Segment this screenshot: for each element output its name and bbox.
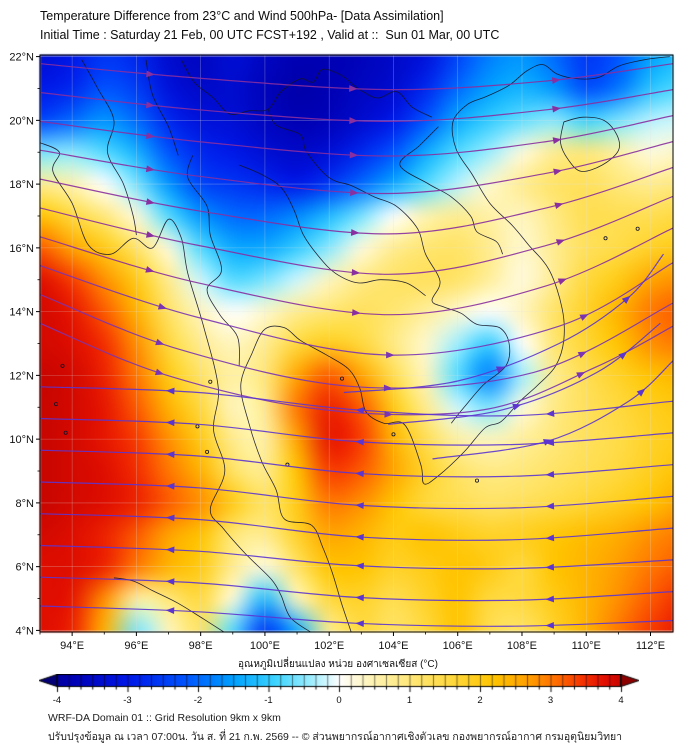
colorbar-tick-label: 3 (547, 695, 554, 706)
x-axis-tick-label: 104°E (378, 640, 408, 652)
chart-title: Temperature Difference from 23°C and Win… (40, 9, 444, 23)
y-axis-tick-label: 18°N (9, 179, 34, 191)
y-axis-tick-label: 14°N (9, 307, 34, 319)
colorbar-tick-label: 2 (477, 695, 483, 706)
x-axis-tick-label: 106°E (443, 640, 473, 652)
x-axis-tick-label: 110°E (572, 640, 601, 652)
x-axis-tick-label: 96°E (124, 640, 148, 652)
x-axis-tick-label: 112°E (636, 640, 665, 652)
y-axis-tick-label: 12°N (9, 370, 34, 382)
x-axis-tick-label: 98°E (189, 640, 213, 652)
y-axis-tick-label: 6°N (16, 562, 35, 574)
colorbar-tick-label: -2 (193, 695, 203, 706)
chart-subtitle: Initial Time : Saturday 21 Feb, 00 UTC F… (40, 28, 500, 42)
y-axis-tick-label: 16°N (9, 243, 34, 255)
colorbar-tick-label: 0 (336, 695, 342, 706)
y-axis-tick-label: 22°N (9, 52, 34, 64)
y-axis-tick-label: 20°N (9, 115, 34, 127)
x-axis-tick-label: 102°E (314, 640, 344, 652)
colorbar-label: อุณหภูมิเปลี่ยนแปลง หน่วย องศาเซลเซียส (… (238, 659, 438, 670)
footer-update-info: ปรับปรุงข้อมูล ณ เวลา 07:00น. วัน ส. ที่… (48, 731, 623, 743)
colorbar-tick-label: 1 (406, 695, 413, 706)
colorbar-tick-label: -3 (123, 695, 132, 706)
x-axis-tick-label: 94°E (60, 640, 84, 652)
x-axis-tick-label: 100°E (250, 640, 280, 652)
colorbar-tick-label: -4 (52, 695, 62, 706)
y-axis-tick-label: 10°N (9, 434, 34, 446)
colorbar-tick-label: -1 (264, 695, 273, 706)
colorbar (39, 674, 639, 694)
colorbar-tick-label: 4 (618, 695, 624, 706)
x-axis-tick-label: 108°E (507, 640, 537, 652)
y-axis-tick-label: 4°N (16, 625, 35, 637)
temperature-field-heatmap (40, 55, 673, 632)
y-axis-tick-label: 8°N (16, 498, 35, 510)
footer-domain-info: WRF-DA Domain 01 :: Grid Resolution 9km … (48, 712, 281, 724)
